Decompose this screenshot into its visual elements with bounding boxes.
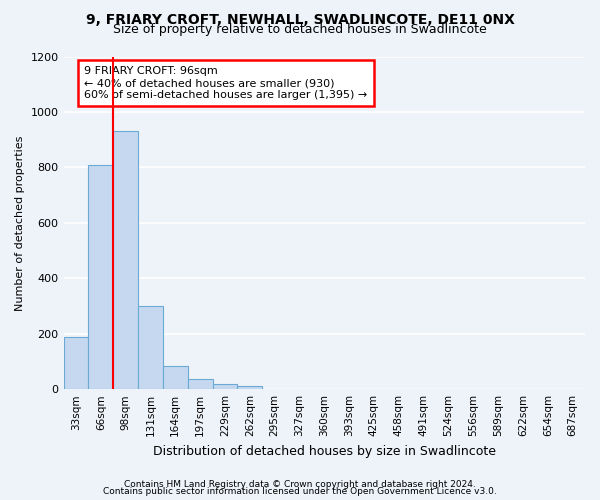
Text: 9, FRIARY CROFT, NEWHALL, SWADLINCOTE, DE11 0NX: 9, FRIARY CROFT, NEWHALL, SWADLINCOTE, D…: [86, 12, 514, 26]
Bar: [88, 164, 113, 389]
Bar: [188, 380, 212, 389]
Y-axis label: Number of detached properties: Number of detached properties: [15, 135, 25, 310]
Bar: [212, 384, 238, 389]
X-axis label: Distribution of detached houses by size in Swadlincote: Distribution of detached houses by size …: [153, 444, 496, 458]
Bar: [163, 366, 188, 389]
Text: Contains HM Land Registry data © Crown copyright and database right 2024.: Contains HM Land Registry data © Crown c…: [124, 480, 476, 489]
Bar: [138, 306, 163, 389]
Bar: [238, 386, 262, 389]
Text: Size of property relative to detached houses in Swadlincote: Size of property relative to detached ho…: [113, 22, 487, 36]
Text: Contains public sector information licensed under the Open Government Licence v3: Contains public sector information licen…: [103, 488, 497, 496]
Bar: [113, 132, 138, 389]
Bar: [64, 336, 88, 389]
Text: 9 FRIARY CROFT: 96sqm
← 40% of detached houses are smaller (930)
60% of semi-det: 9 FRIARY CROFT: 96sqm ← 40% of detached …: [85, 66, 368, 100]
